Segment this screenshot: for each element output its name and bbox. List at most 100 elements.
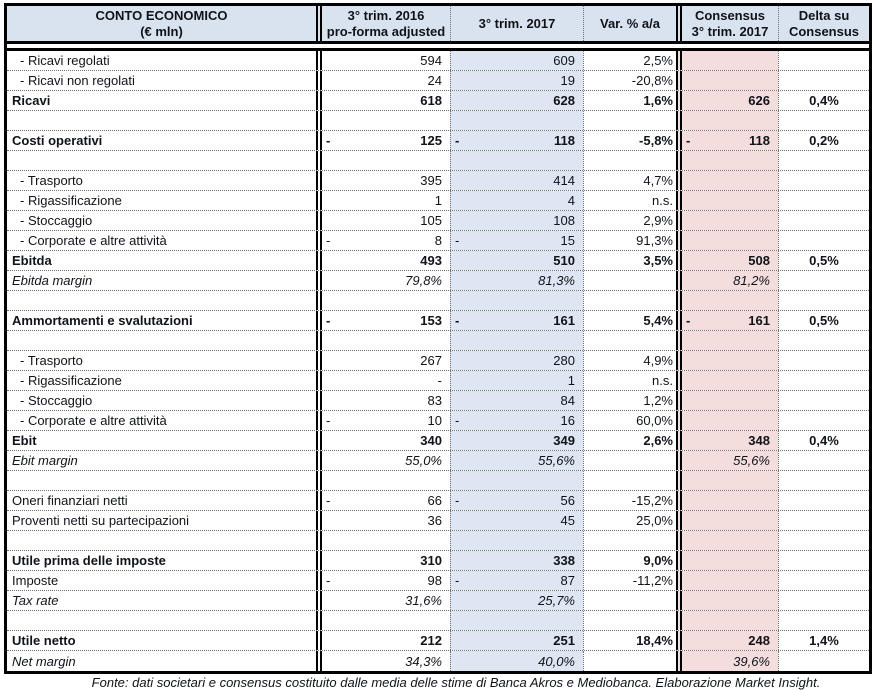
cell-y2016 [316, 291, 450, 310]
cell-delta [778, 451, 869, 470]
cell-delta [778, 331, 869, 350]
cell-y2017: 84 [450, 391, 583, 410]
cell-y2017: -118 [450, 131, 583, 150]
cell-y2016: 340 [316, 431, 450, 450]
cell-var [583, 651, 676, 671]
cell-delta [778, 211, 869, 230]
cell-y2017 [450, 111, 583, 130]
cell-delta [778, 51, 869, 70]
table-row: Net margin 34,3% 40,0% 39,6% [7, 651, 869, 671]
cell-y2017 [450, 331, 583, 350]
cell-y2016: - [316, 371, 450, 390]
cell-cons [676, 51, 778, 70]
cell-y2017: 40,0% [450, 651, 583, 671]
cell-cons [676, 191, 778, 210]
cell-cons [676, 391, 778, 410]
row-label: Tax rate [12, 593, 59, 608]
cell-y2016 [316, 471, 450, 490]
row-label: Utile netto [12, 633, 76, 648]
cell-y2016: 83 [316, 391, 450, 410]
cell-var [583, 331, 676, 350]
cell-var: 4,7% [583, 171, 676, 190]
row-label [7, 291, 316, 310]
cell-var: 1,2% [583, 391, 676, 410]
table-row: - Rigassificazione 1 4 n.s. [7, 191, 869, 211]
cell-var: 3,5% [583, 251, 676, 270]
cell-y2017: 628 [450, 91, 583, 110]
cell-y2016: 395 [316, 171, 450, 190]
cell-var [583, 111, 676, 130]
cell-y2016: 79,8% [316, 271, 450, 290]
cell-delta [778, 531, 869, 550]
table-row: Ebit 340 349 2,6% 348 0,4% [7, 431, 869, 451]
row-label [7, 611, 316, 630]
cell-cons [676, 571, 778, 590]
cell-delta [778, 591, 869, 610]
cell-y2016: 310 [316, 551, 450, 570]
cell-y2017 [450, 291, 583, 310]
cell-var: 18,4% [583, 631, 676, 650]
table-row: Utile prima delle imposte 310 338 9,0% [7, 551, 869, 571]
cell-var: 9,0% [583, 551, 676, 570]
cell-delta [778, 371, 869, 390]
cell-delta [778, 271, 869, 290]
cell-y2017: 609 [450, 51, 583, 70]
cell-cons [676, 471, 778, 490]
cell-y2016: 594 [316, 51, 450, 70]
row-label: Ammortamenti e svalutazioni [12, 313, 193, 328]
cell-var: 2,9% [583, 211, 676, 230]
table-header-row: CONTO ECONOMICO (€ mln) 3° trim. 2016 pro-f… [7, 6, 869, 44]
cell-cons: 348 [676, 431, 778, 450]
cell-var [583, 151, 676, 170]
cell-var: -20,8% [583, 71, 676, 90]
header-cell-trim2017: 3° trim. 2017 [450, 6, 583, 41]
header-cell-label: CONTO ECONOMICO (€ mln) [95, 7, 228, 39]
source-note: Fonte: dati societari e consensus costit… [91, 675, 821, 690]
cell-y2017: -56 [450, 491, 583, 510]
row-label: Ebit [12, 433, 37, 448]
cell-var: 1,6% [583, 91, 676, 110]
header-cell-trim2016: 3° trim. 2016 pro-forma adjusted [316, 6, 450, 41]
row-label: - Stoccaggio [20, 213, 93, 228]
row-label: Ebitda margin [12, 273, 93, 288]
cell-delta [778, 651, 869, 671]
cell-cons [676, 231, 778, 250]
cell-cons [676, 211, 778, 230]
cell-y2017: 45 [450, 511, 583, 530]
table-row: - Stoccaggio 83 84 1,2% [7, 391, 869, 411]
cell-y2017: 25,7% [450, 591, 583, 610]
row-label [7, 471, 316, 490]
header-cell-var: Var. % a/a [583, 6, 676, 41]
table-row [7, 331, 869, 351]
cell-y2017 [450, 611, 583, 630]
table-row: Ricavi 618 628 1,6% 626 0,4% [7, 91, 869, 111]
cell-cons: 508 [676, 251, 778, 270]
row-label: - Ricavi regolati [20, 53, 110, 68]
cell-y2016: 36 [316, 511, 450, 530]
table-row: - Rigassificazione -1 n.s. [7, 371, 869, 391]
row-label: Ricavi [12, 93, 51, 108]
row-label [7, 111, 316, 130]
cell-y2016: 618 [316, 91, 450, 110]
cell-y2017: 55,6% [450, 451, 583, 470]
cell-y2016 [316, 111, 450, 130]
cell-delta: 0,5% [778, 251, 869, 270]
cell-cons [676, 331, 778, 350]
cell-delta: 0,2% [778, 131, 869, 150]
table-row: - Trasporto 267 280 4,9% [7, 351, 869, 371]
row-label: Proventi netti su partecipazioni [12, 513, 190, 528]
cell-var: 25,0% [583, 511, 676, 530]
row-label [7, 331, 316, 350]
cell-cons: -118 [676, 131, 778, 150]
cell-y2016: -10 [316, 411, 450, 430]
table-row: Ammortamenti e svalutazioni -153-161 5,4% -… [7, 311, 869, 331]
cell-y2016 [316, 611, 450, 630]
table-row [7, 471, 869, 491]
row-label: Oneri finanziari netti [12, 493, 128, 508]
cell-y2016: 212 [316, 631, 450, 650]
cell-cons: 626 [676, 91, 778, 110]
cell-delta [778, 291, 869, 310]
cell-y2017: 338 [450, 551, 583, 570]
cell-cons [676, 591, 778, 610]
cell-y2017: -16 [450, 411, 583, 430]
